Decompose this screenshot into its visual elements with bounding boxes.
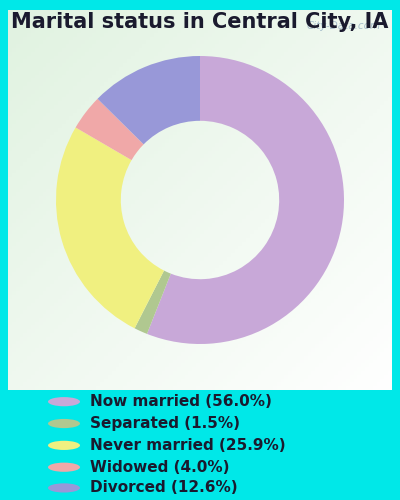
Circle shape — [48, 462, 80, 472]
Text: Widowed (4.0%): Widowed (4.0%) — [90, 460, 230, 474]
Circle shape — [48, 397, 80, 406]
Text: City-Data.com: City-Data.com — [306, 22, 380, 32]
Wedge shape — [98, 56, 200, 144]
Wedge shape — [147, 56, 344, 344]
Wedge shape — [56, 128, 164, 328]
Text: Divorced (12.6%): Divorced (12.6%) — [90, 480, 238, 496]
Text: Separated (1.5%): Separated (1.5%) — [90, 416, 240, 431]
Wedge shape — [135, 270, 171, 334]
Wedge shape — [76, 99, 144, 160]
Circle shape — [48, 484, 80, 492]
Circle shape — [48, 419, 80, 428]
Text: Never married (25.9%): Never married (25.9%) — [90, 438, 286, 453]
Text: Marital status in Central City, IA: Marital status in Central City, IA — [11, 12, 389, 32]
Text: Now married (56.0%): Now married (56.0%) — [90, 394, 272, 409]
Circle shape — [48, 441, 80, 450]
